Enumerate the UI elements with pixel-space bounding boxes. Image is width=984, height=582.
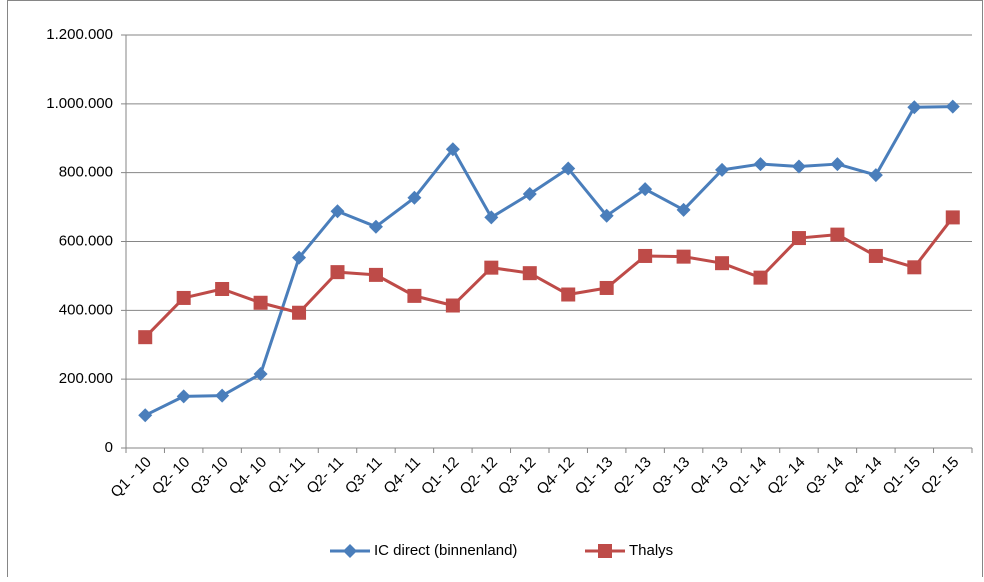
data-point xyxy=(407,288,422,303)
y-tick-label: 1.200.000 xyxy=(46,26,113,43)
series-line xyxy=(144,216,954,339)
data-point xyxy=(522,187,537,202)
data-point xyxy=(138,408,153,423)
data-point xyxy=(407,190,422,205)
data-point xyxy=(638,248,653,263)
data-point xyxy=(561,161,576,176)
y-tick-label: 200.000 xyxy=(59,370,113,387)
data-point xyxy=(215,281,230,296)
data-point xyxy=(868,168,883,183)
data-point xyxy=(292,305,307,320)
data-point xyxy=(830,227,845,242)
data-point xyxy=(753,270,768,285)
data-point xyxy=(445,142,460,157)
data-point xyxy=(945,99,960,114)
data-point xyxy=(715,162,730,177)
data-point xyxy=(599,208,614,223)
data-point xyxy=(292,250,307,265)
data-point xyxy=(176,290,191,305)
legend-label: Thalys xyxy=(629,542,673,559)
y-tick-label: 1.000.000 xyxy=(46,95,113,112)
data-point xyxy=(330,204,345,219)
data-point xyxy=(484,260,499,275)
data-point xyxy=(253,295,268,310)
data-point xyxy=(176,389,191,404)
data-point xyxy=(599,280,614,295)
data-point xyxy=(676,249,691,264)
chart-frame xyxy=(7,0,983,581)
data-point xyxy=(445,298,460,313)
data-point xyxy=(830,157,845,172)
data-point xyxy=(907,260,922,275)
y-tick-label: 600.000 xyxy=(59,232,113,249)
y-tick-label: 800.000 xyxy=(59,164,113,181)
data-point xyxy=(753,157,768,172)
legend-marker xyxy=(598,544,612,558)
y-tick-label: 0 xyxy=(105,439,113,456)
data-point xyxy=(715,256,730,271)
data-point xyxy=(676,202,691,217)
data-point xyxy=(138,330,153,345)
legend-marker xyxy=(343,544,357,558)
legend-label: IC direct (binnenland) xyxy=(374,542,517,559)
data-point xyxy=(522,266,537,281)
data-point xyxy=(368,267,383,282)
data-point xyxy=(907,100,922,115)
data-point xyxy=(791,159,806,174)
data-point xyxy=(253,367,268,382)
data-point xyxy=(368,219,383,234)
data-point xyxy=(638,182,653,197)
series-line xyxy=(144,105,953,417)
data-point xyxy=(791,231,806,246)
data-point xyxy=(945,210,960,225)
data-point xyxy=(484,210,499,225)
y-tick-label: 400.000 xyxy=(59,301,113,318)
data-point xyxy=(868,248,883,263)
data-point xyxy=(330,265,345,280)
data-point xyxy=(561,287,576,302)
data-point xyxy=(215,388,230,403)
